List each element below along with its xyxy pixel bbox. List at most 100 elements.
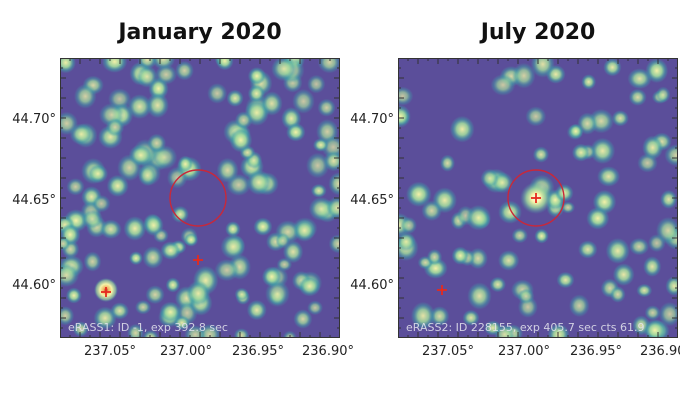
photon-blob: [142, 329, 159, 338]
photon-blob: [99, 219, 122, 239]
photon-blob: [129, 251, 143, 266]
photon-blob: [233, 328, 250, 338]
y-tick-label: 44.65°: [350, 193, 394, 208]
photon-blob: [253, 217, 273, 236]
photon-blob: [511, 228, 528, 244]
photon-blob: [128, 144, 153, 166]
photon-blob: [127, 94, 152, 119]
x-tick-label: 237.05°: [422, 344, 474, 359]
photon-blob: [498, 250, 520, 271]
photon-blob: [323, 150, 340, 172]
x-tick-label: 237.05°: [84, 344, 136, 359]
photon-blob: [72, 321, 89, 337]
photon-blob: [146, 92, 169, 119]
photon-blob: [92, 194, 111, 213]
photon-blob: [66, 287, 82, 304]
photon-blob: [480, 168, 499, 188]
photon-blob: [74, 83, 97, 109]
photon-blob: [449, 115, 475, 143]
x-tick-label: 236.95°: [570, 344, 622, 359]
photon-blob: [246, 169, 272, 196]
photon-blob: [317, 98, 336, 117]
photon-blob: [398, 231, 416, 252]
photon-blob: [664, 144, 678, 167]
panel-title-january: January 2020: [118, 20, 282, 45]
photon-blob: [307, 300, 323, 316]
photon-blob: [490, 74, 516, 96]
photon-blob: [658, 301, 678, 327]
photon-blob: [525, 106, 547, 127]
x-tick-label: 237.00°: [160, 344, 212, 359]
photon-blob: [644, 305, 661, 321]
y-tick-label: 44.70°: [12, 112, 56, 127]
photon-blob: [326, 196, 340, 220]
image-frame: [398, 58, 678, 338]
photon-blob: [207, 83, 228, 104]
photon-blob: [627, 68, 652, 90]
x-tick-label: 236.90°: [640, 344, 680, 359]
photon-blob: [308, 196, 334, 221]
photon-blobs: [60, 58, 340, 338]
photon-blob: [578, 240, 598, 259]
panel-title-july: July 2020: [480, 20, 596, 45]
photon-blob: [467, 282, 492, 310]
photon-blob: [656, 217, 678, 245]
source-marker: [437, 285, 447, 295]
photon-blob: [165, 277, 181, 293]
y-tick-label: 44.60°: [12, 278, 56, 293]
photon-blob: [462, 309, 480, 326]
source-marker: [531, 193, 541, 203]
photon-blob: [136, 65, 158, 88]
photon-blob: [184, 325, 207, 338]
photon-blob: [138, 164, 157, 187]
photon-blob: [517, 288, 535, 305]
photon-blob: [406, 181, 432, 207]
photon-blob: [612, 263, 635, 286]
photon-blob: [569, 294, 590, 318]
photon-blob: [234, 111, 253, 130]
y-tick-label: 44.60°: [350, 278, 394, 293]
exposure-caption: eRASS2: ID 228155, exp 405.7 sec cts 61.…: [406, 321, 645, 334]
image-frame: [60, 58, 340, 338]
exposure-caption: eRASS1: ID -1, exp 392.8 sec: [68, 321, 228, 334]
photon-blob: [581, 74, 597, 90]
photon-blob: [66, 178, 85, 196]
photon-blob: [665, 276, 678, 296]
photon-blob: [398, 86, 414, 106]
photon-blob: [147, 133, 167, 153]
photon-blob: [534, 228, 549, 244]
photon-blob: [660, 189, 678, 209]
source-marker: [101, 287, 111, 297]
photon-blob: [292, 88, 315, 114]
photon-blob: [143, 214, 164, 237]
photon-blob: [184, 232, 199, 247]
photon-blob: [313, 138, 329, 152]
photon-blob: [586, 207, 610, 230]
photon-blob: [465, 204, 492, 231]
photon-blob: [590, 137, 616, 164]
photon-blob: [247, 84, 266, 103]
photon-blob: [60, 306, 75, 326]
photon-blob: [159, 301, 182, 323]
photon-blob: [532, 146, 550, 163]
photon-blob: [155, 64, 178, 85]
source-region-circle: [507, 169, 565, 227]
photon-blob: [166, 166, 188, 189]
photon-blob: [261, 266, 282, 287]
photon-blob: [451, 246, 469, 265]
photon-blob: [226, 89, 244, 107]
photon-blob: [429, 306, 450, 327]
photon-blob: [214, 259, 240, 282]
photon-blob: [81, 209, 104, 229]
photon-blob: [555, 184, 574, 203]
photon-blob: [101, 58, 128, 73]
photon-blob: [426, 249, 443, 266]
source-region-circle: [169, 169, 227, 227]
photon-blob: [123, 216, 147, 241]
source-marker: [193, 255, 203, 265]
photon-blob: [643, 319, 667, 338]
photon-blob: [175, 60, 194, 81]
photon-blob: [512, 62, 536, 89]
photon-blob: [83, 251, 102, 272]
photon-blob: [636, 283, 653, 298]
